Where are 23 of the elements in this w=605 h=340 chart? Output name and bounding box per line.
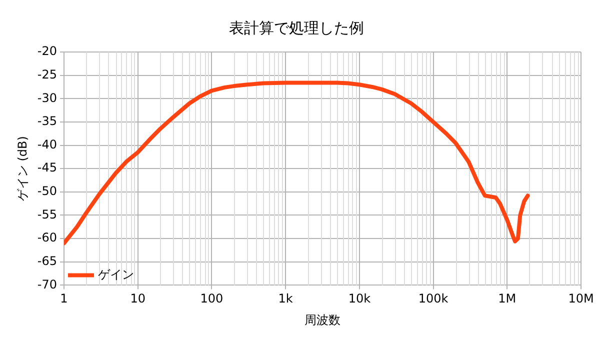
x-tick-label: 100 (200, 292, 224, 306)
y-axis-title: ゲイン (dB) (15, 136, 30, 202)
x-tick-label: 1k (278, 292, 293, 306)
x-tick-label: 10k (348, 292, 371, 306)
y-tick-label: -30 (37, 90, 57, 105)
y-tick-label: -60 (37, 230, 57, 245)
y-tick-label: -40 (37, 137, 57, 152)
y-tick-label: -65 (37, 254, 57, 268)
y-tick-label: -25 (37, 67, 57, 82)
chart-title: 表計算で処理した例 (229, 18, 364, 37)
x-tick-label: 1M (498, 292, 516, 306)
legend-label: ゲイン (98, 267, 134, 282)
x-tick-label: 100k (418, 292, 448, 306)
y-tick-label: -50 (37, 184, 57, 198)
x-tick-label: 1 (60, 292, 68, 306)
y-tick-label: -45 (37, 160, 57, 175)
y-tick-label: -55 (37, 207, 57, 222)
x-axis-title: 周波数 (304, 312, 340, 327)
x-tick-label: 10 (130, 292, 146, 306)
y-tick-label: -70 (37, 277, 57, 292)
y-tick-label: -20 (37, 44, 57, 58)
x-tick-label: 10M (568, 292, 594, 306)
y-tick-label: -35 (37, 114, 57, 128)
